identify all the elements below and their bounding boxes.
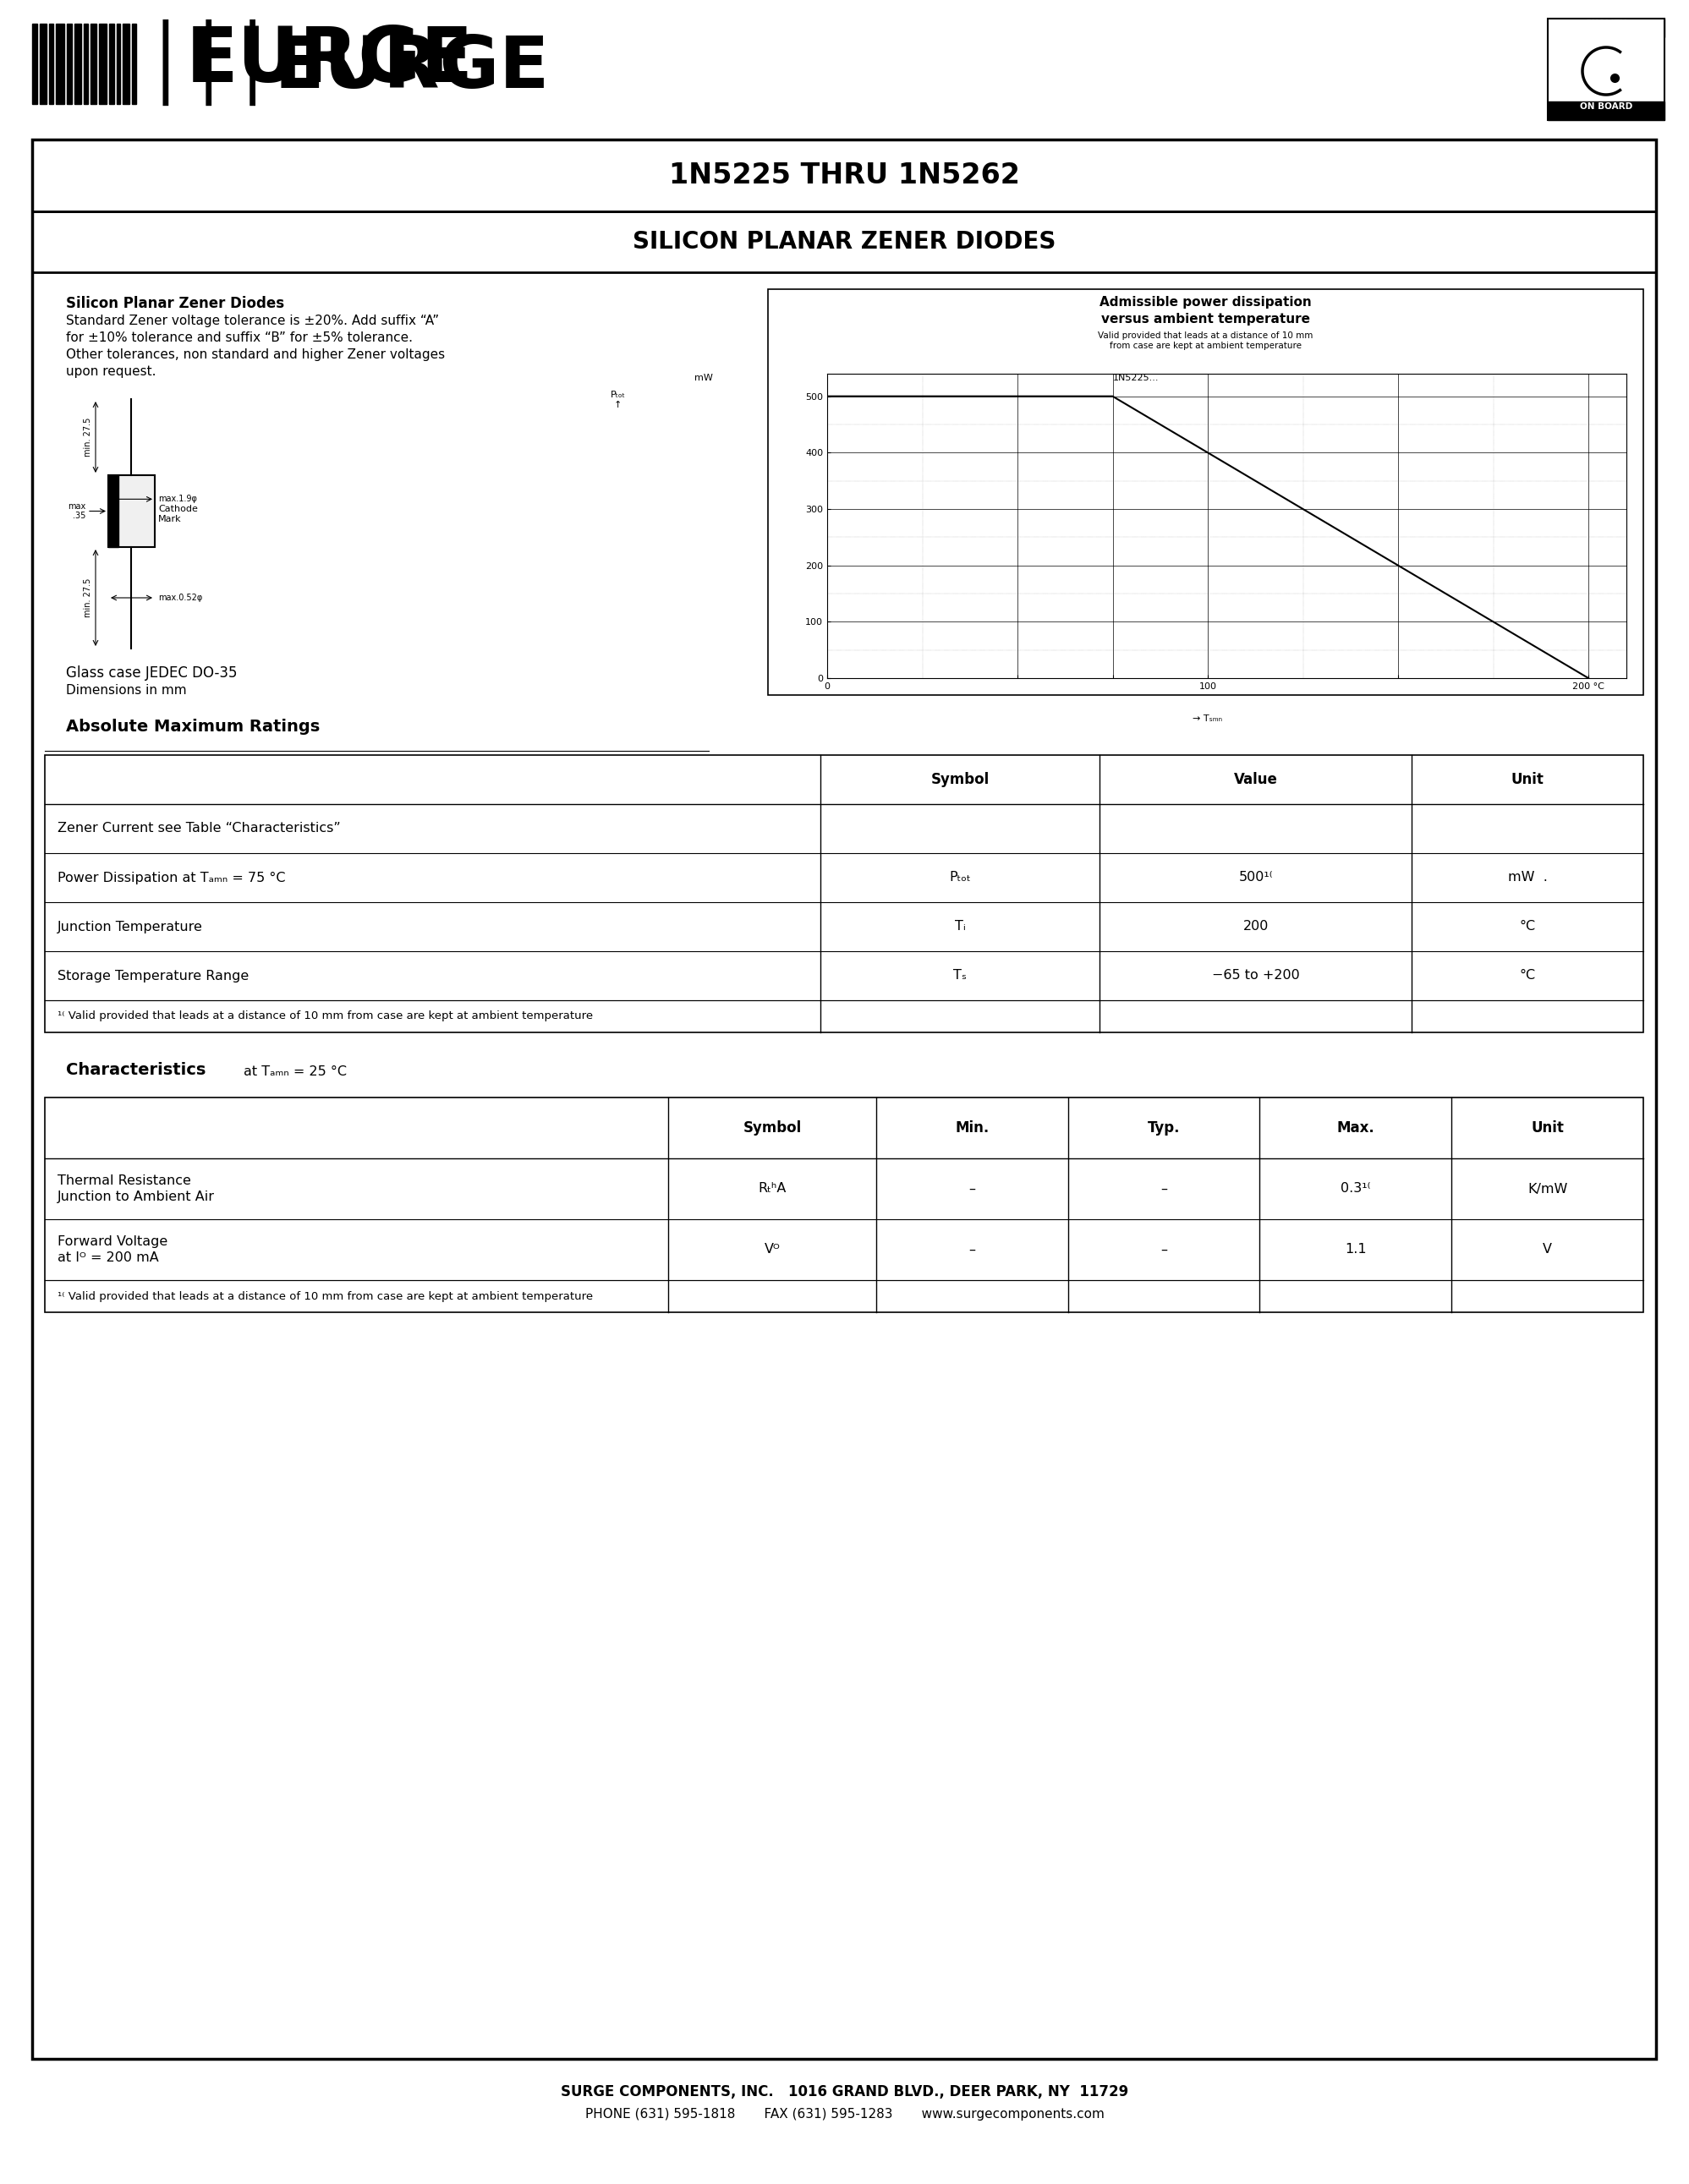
Text: 500¹⁽: 500¹⁽ xyxy=(1238,871,1274,885)
Text: –: – xyxy=(1160,1182,1167,1195)
Text: Characteristics: Characteristics xyxy=(66,1061,206,1079)
Text: 1N5225...: 1N5225... xyxy=(1113,373,1159,382)
Bar xyxy=(84,24,88,105)
Text: Absolute Maximum Ratings: Absolute Maximum Ratings xyxy=(66,719,319,734)
Text: 1.1: 1.1 xyxy=(1344,1243,1366,1256)
Text: Vᴼ: Vᴼ xyxy=(763,1243,780,1256)
Text: RₜʰA: RₜʰA xyxy=(758,1182,787,1195)
Text: −65 to +200: −65 to +200 xyxy=(1211,970,1299,983)
Text: 1N5225 THRU 1N5262: 1N5225 THRU 1N5262 xyxy=(669,162,1020,190)
Bar xyxy=(1547,100,1664,120)
Text: Symbol: Symbol xyxy=(743,1120,801,1136)
Text: 0.3¹⁽: 0.3¹⁽ xyxy=(1341,1182,1370,1195)
Text: Cathode
Mark: Cathode Mark xyxy=(159,505,198,522)
Bar xyxy=(46,1099,1643,1313)
Bar xyxy=(768,288,1643,695)
Bar xyxy=(56,24,64,105)
Text: Symbol: Symbol xyxy=(931,771,990,786)
Text: mW: mW xyxy=(694,373,713,382)
Text: Thermal Resistance: Thermal Resistance xyxy=(57,1175,191,1188)
Text: Min.: Min. xyxy=(954,1120,990,1136)
Bar xyxy=(32,212,1655,273)
Text: Power Dissipation at Tₐₘₙ = 75 °C: Power Dissipation at Tₐₘₙ = 75 °C xyxy=(57,871,285,885)
Bar xyxy=(32,140,1655,2060)
Text: upon request.: upon request. xyxy=(66,365,155,378)
Bar xyxy=(1547,20,1664,120)
Text: ON BOARD: ON BOARD xyxy=(1579,103,1633,111)
Text: –: – xyxy=(1160,1243,1167,1256)
Bar xyxy=(123,24,130,105)
Bar xyxy=(108,476,118,546)
Text: –: – xyxy=(968,1182,975,1195)
Text: at Tₐₘₙ = 25 °C: at Tₐₘₙ = 25 °C xyxy=(243,1066,346,1079)
Bar xyxy=(1547,20,1664,37)
Text: for ±10% tolerance and suffix “B” for ±5% tolerance.: for ±10% tolerance and suffix “B” for ±5… xyxy=(66,332,412,345)
Text: Zener Current see Table “Characteristics”: Zener Current see Table “Characteristics… xyxy=(57,823,341,834)
Text: °C: °C xyxy=(1520,970,1535,983)
Text: mW  .: mW . xyxy=(1508,871,1547,885)
Bar xyxy=(91,24,96,105)
Text: Junction Temperature: Junction Temperature xyxy=(57,919,203,933)
Text: Max.: Max. xyxy=(1336,1120,1375,1136)
Bar xyxy=(32,24,37,105)
Text: ¹⁽ Valid provided that leads at a distance of 10 mm from case are kept at ambien: ¹⁽ Valid provided that leads at a distan… xyxy=(57,1011,593,1022)
Text: → Tₛₘₙ: → Tₛₘₙ xyxy=(1192,714,1223,723)
Text: Unit: Unit xyxy=(1530,1120,1564,1136)
Text: 200: 200 xyxy=(1243,919,1268,933)
Text: V: V xyxy=(1542,1243,1552,1256)
Text: Pₜₒₜ
↑: Pₜₒₜ ↑ xyxy=(610,391,625,408)
Text: Pₜₒₜ: Pₜₒₜ xyxy=(949,871,971,885)
Text: at Iᴼ = 200 mA: at Iᴼ = 200 mA xyxy=(57,1251,159,1265)
Bar xyxy=(32,140,1655,212)
Text: Glass case JEDEC DO-35: Glass case JEDEC DO-35 xyxy=(66,666,236,681)
Bar xyxy=(46,756,1643,1033)
Text: │││EURGE: │││EURGE xyxy=(144,20,549,105)
Text: Unit: Unit xyxy=(1512,771,1544,786)
Text: Typ.: Typ. xyxy=(1147,1120,1181,1136)
Bar xyxy=(117,24,120,105)
Text: –: – xyxy=(968,1243,975,1256)
Text: Tᵢ: Tᵢ xyxy=(954,919,966,933)
Text: K/mW: K/mW xyxy=(1527,1182,1567,1195)
Bar xyxy=(108,476,155,546)
Text: max.0.52φ: max.0.52φ xyxy=(159,594,203,603)
Text: Tₛ: Tₛ xyxy=(953,970,966,983)
Text: Admissible power dissipation: Admissible power dissipation xyxy=(1100,297,1312,308)
Text: max.1.9φ: max.1.9φ xyxy=(159,496,198,502)
Text: min. 27.5: min. 27.5 xyxy=(84,417,93,456)
Bar xyxy=(68,24,73,105)
Text: Value: Value xyxy=(1233,771,1277,786)
Bar xyxy=(74,24,81,105)
Bar xyxy=(132,24,137,105)
Text: ¹⁽ Valid provided that leads at a distance of 10 mm from case are kept at ambien: ¹⁽ Valid provided that leads at a distan… xyxy=(57,1291,593,1302)
Text: Dimensions in mm: Dimensions in mm xyxy=(66,684,186,697)
Text: SILICON PLANAR ZENER DIODES: SILICON PLANAR ZENER DIODES xyxy=(632,229,1056,253)
Bar xyxy=(110,24,115,105)
Text: EURGE: EURGE xyxy=(186,24,473,98)
Bar xyxy=(41,24,47,105)
Text: Junction to Ambient Air: Junction to Ambient Air xyxy=(57,1190,215,1203)
Text: Standard Zener voltage tolerance is ±20%. Add suffix “A”: Standard Zener voltage tolerance is ±20%… xyxy=(66,314,439,328)
Text: Forward Voltage: Forward Voltage xyxy=(57,1236,167,1247)
Text: PHONE (631) 595-1818       FAX (631) 595-1283       www.surgecomponents.com: PHONE (631) 595-1818 FAX (631) 595-1283 … xyxy=(584,2108,1105,2121)
Text: QUALITY: QUALITY xyxy=(1584,20,1627,28)
Text: Storage Temperature Range: Storage Temperature Range xyxy=(57,970,248,983)
Bar xyxy=(49,24,54,105)
Text: max
.35: max .35 xyxy=(68,502,86,520)
Text: versus ambient temperature: versus ambient temperature xyxy=(1101,312,1311,325)
Bar xyxy=(100,24,106,105)
Text: °C: °C xyxy=(1520,919,1535,933)
Text: Valid provided that leads at a distance of 10 mm
from case are kept at ambient t: Valid provided that leads at a distance … xyxy=(1098,332,1314,349)
Text: Other tolerances, non standard and higher Zener voltages: Other tolerances, non standard and highe… xyxy=(66,349,444,360)
Text: min. 27.5: min. 27.5 xyxy=(84,579,93,618)
Text: SURGE COMPONENTS, INC.   1016 GRAND BLVD., DEER PARK, NY  11729: SURGE COMPONENTS, INC. 1016 GRAND BLVD.,… xyxy=(561,2084,1128,2099)
Text: Silicon Planar Zener Diodes: Silicon Planar Zener Diodes xyxy=(66,297,284,310)
